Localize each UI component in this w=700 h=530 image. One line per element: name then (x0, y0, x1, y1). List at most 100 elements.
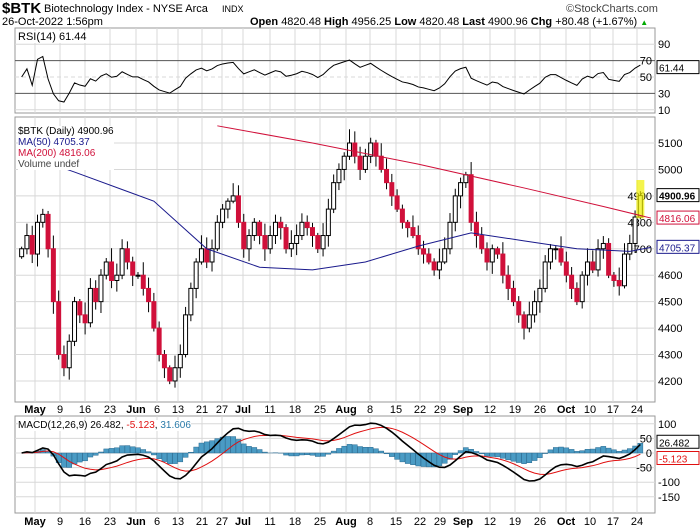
x-tick-label: 17 (607, 404, 619, 416)
ma200-tag: 4816.06 (659, 214, 696, 225)
macd-histogram-bar (357, 446, 363, 454)
candle (257, 221, 263, 237)
x-tick-label: 6 (154, 516, 160, 528)
x-tick-label: 11 (264, 516, 275, 528)
macd-histogram-bar (124, 445, 131, 454)
x-tick-label: 27 (216, 404, 228, 416)
macd-histogram-bar (145, 451, 152, 454)
candle (421, 248, 427, 255)
candle (220, 208, 226, 223)
x-tick-label: 26 (534, 516, 546, 528)
candle (463, 174, 469, 184)
x-tick-label: 16 (79, 516, 91, 528)
candle (325, 208, 331, 237)
macd-histogram-bar (256, 449, 263, 454)
macd-tick-label: 100 (658, 419, 676, 431)
macd-histogram-bar (177, 452, 184, 463)
candle (114, 274, 120, 281)
macd-histogram-bar (478, 452, 485, 455)
macd-histogram-bar (447, 452, 453, 460)
candle (320, 235, 326, 250)
macd-value: 26.482 (90, 420, 121, 431)
panel-frame-0 (14, 27, 656, 114)
candle (606, 242, 612, 276)
x-tick-label: Aug (335, 404, 356, 416)
candle (225, 200, 231, 210)
macd-histogram-bar (119, 445, 125, 454)
macd-histogram-bar (473, 451, 480, 454)
candle (590, 261, 596, 271)
candle (510, 287, 516, 303)
macd-histogram-bar (515, 452, 522, 463)
rsi-tick-label: 90 (658, 39, 670, 51)
candle (569, 274, 575, 289)
macd-histogram-bar (262, 451, 268, 454)
candle (93, 287, 99, 303)
candle (146, 287, 152, 303)
macd-histogram-bar (103, 448, 110, 454)
macd-histogram-bar (108, 448, 115, 454)
candle (135, 274, 141, 277)
brand[interactable]: ©StockCharts.com (566, 3, 658, 15)
macd-histogram-bar (161, 452, 168, 462)
macd-histogram-bar (595, 447, 601, 454)
macd-histogram-bar (304, 452, 310, 456)
candle (611, 274, 617, 281)
ma200-tag-box (656, 210, 700, 225)
x-tick-label: 22 (414, 404, 426, 416)
candle (632, 216, 638, 244)
macd-histogram-bar (246, 446, 252, 454)
candle (405, 221, 411, 229)
candle (251, 221, 257, 237)
low-value: 4820.48 (419, 16, 460, 28)
macd-tick-label: -100 (658, 477, 680, 489)
macd-histogram-bar (330, 450, 337, 454)
x-tick-label: 6 (154, 404, 160, 416)
candle (304, 221, 310, 229)
rsi-tick-label: 50 (640, 72, 652, 84)
macd-histogram-bar (320, 452, 326, 457)
x-tick-label: 13 (172, 404, 184, 416)
y-tick-label: 4300 (658, 350, 682, 362)
candle (331, 182, 337, 210)
macd-histogram-bar (463, 447, 469, 454)
x-tick-label: 24 (631, 404, 643, 416)
candle (616, 279, 622, 287)
candle (426, 253, 432, 263)
y-tick-label: 4800 (628, 217, 652, 229)
rsi-tick-label: 70 (640, 56, 652, 68)
last-label: Last (462, 16, 485, 28)
candle (595, 248, 601, 271)
candle (235, 195, 241, 223)
macd-histogram-bar (188, 451, 194, 454)
candle (458, 182, 464, 197)
candle (50, 248, 56, 303)
x-tick-label: 19 (509, 404, 521, 416)
macd-histogram-bar (182, 452, 189, 458)
ma50-tag-box (656, 239, 700, 254)
candle (362, 155, 368, 170)
candle (368, 142, 374, 157)
candle (468, 174, 474, 223)
candle (542, 261, 548, 289)
x-tick-label: 10 (584, 516, 596, 528)
candle (563, 261, 569, 276)
candle (537, 287, 543, 303)
x-tick-label: May (24, 516, 46, 528)
panel-frame-2 (14, 415, 656, 514)
x-tick-label: 18 (289, 516, 301, 528)
macd-histogram-bar (251, 447, 258, 454)
quote-bar: Open 4820.48 High 4956.25 Low 4820.48 La… (250, 16, 648, 28)
last-price-tag-box (656, 188, 700, 203)
macd-histogram-bar (452, 452, 459, 455)
rsi-tick-label: 10 (658, 105, 670, 117)
rsi-legend: RSI(14) 61.44 (18, 31, 87, 43)
x-tick-label: Jul (235, 404, 251, 416)
candle (574, 287, 580, 303)
macd-histogram-bar (172, 452, 178, 464)
macd-tick-label: 50 (640, 433, 652, 445)
candle (262, 235, 268, 250)
macd-histogram-bar (521, 452, 527, 464)
